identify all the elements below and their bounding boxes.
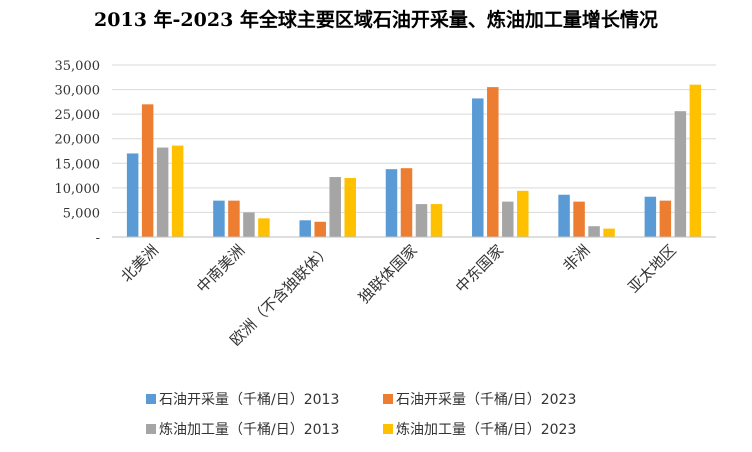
bar <box>385 169 398 237</box>
bar <box>603 228 615 237</box>
legend-swatch <box>146 424 156 434</box>
bar <box>430 204 443 237</box>
bar <box>415 204 428 237</box>
x-category-label: 独联体国家 <box>355 241 421 307</box>
bar <box>588 226 600 237</box>
y-axis-ticks: - 5,000 10,000 15,000 20,000 25,000 30,000 35,0… <box>55 59 101 246</box>
legend-label: 石油开采量（千桶/日）2023 <box>396 392 576 408</box>
bar <box>344 178 356 237</box>
chart-title: 2013 年-2023 年全球主要区域石油开采量、炼油加工量增长情况 <box>94 8 658 31</box>
x-category-label: 非洲 <box>559 241 593 275</box>
legend-swatch <box>383 394 393 404</box>
bar <box>472 98 484 237</box>
bars <box>126 84 702 238</box>
bar <box>258 218 270 237</box>
bar <box>487 87 499 237</box>
bar <box>400 168 413 237</box>
legend-swatch <box>146 394 156 404</box>
bar <box>644 196 657 237</box>
y-tick-label: 15,000 <box>55 157 101 172</box>
x-category-label: 中东国家 <box>452 241 507 296</box>
bar <box>156 147 169 237</box>
bar <box>573 201 585 237</box>
bar <box>674 111 687 237</box>
bar <box>329 177 341 237</box>
legend: 石油开采量（千桶/日）2013 石油开采量（千桶/日）2023 炼油加工量（千桶/日… <box>146 392 576 438</box>
legend-label: 炼油加工量（千桶/日）2023 <box>396 422 576 438</box>
bar <box>502 201 514 237</box>
bar <box>299 220 311 237</box>
bar <box>517 190 529 237</box>
legend-label: 炼油加工量（千桶/日）2013 <box>159 422 339 438</box>
bar <box>126 153 139 237</box>
x-category-label: 北美洲 <box>117 241 162 286</box>
bar <box>659 200 672 237</box>
x-category-label: 亚太地区 <box>625 241 680 296</box>
y-tick-label: 20,000 <box>55 133 101 148</box>
y-tick-label: 10,000 <box>55 182 101 197</box>
y-tick-label: 30,000 <box>55 84 101 99</box>
legend-label: 石油开采量（千桶/日）2013 <box>159 392 339 408</box>
grid-lines <box>112 64 716 213</box>
y-tick-label: 5,000 <box>63 206 100 221</box>
bar <box>314 221 326 237</box>
bar <box>213 200 225 237</box>
y-tick-label: - <box>96 231 100 246</box>
legend-swatch <box>383 424 393 434</box>
bar <box>141 104 154 237</box>
bar <box>171 145 184 237</box>
y-tick-label: 25,000 <box>55 108 101 123</box>
y-tick-label: 35,000 <box>55 59 101 74</box>
bar <box>689 84 702 238</box>
bar <box>558 194 570 237</box>
x-category-label: 中南美洲 <box>193 241 248 296</box>
bar <box>243 212 255 237</box>
bar <box>228 200 240 237</box>
